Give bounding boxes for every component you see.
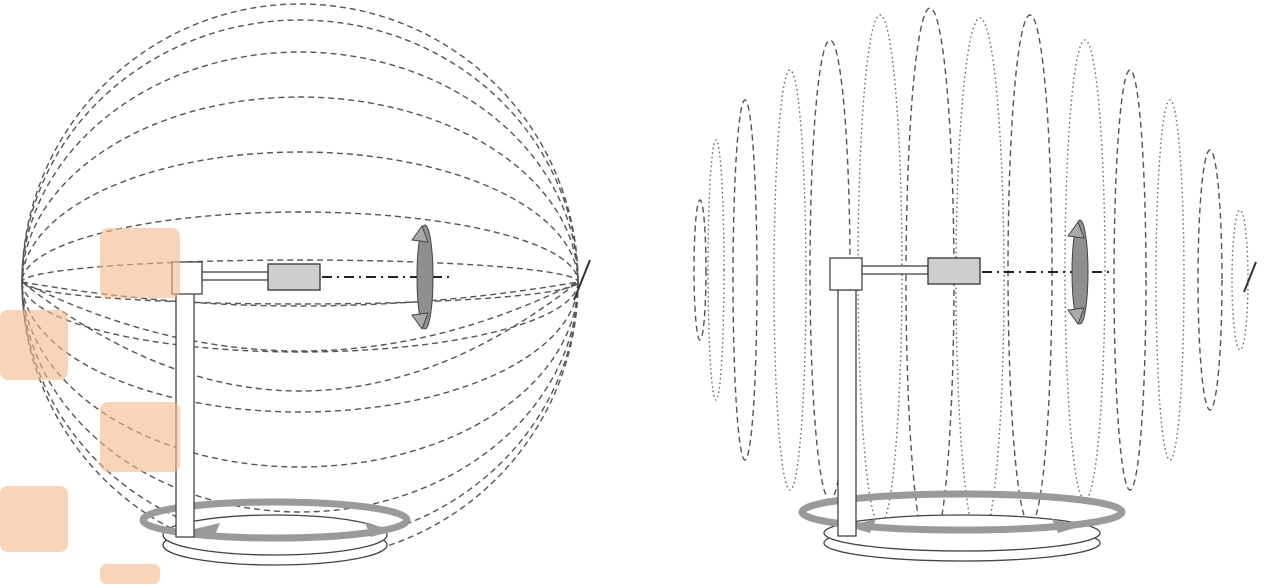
seal-watermark-5 [100,564,160,584]
polarization-rotator-right [1067,219,1089,326]
seal-watermark-2 [0,310,68,380]
mast-head-right [829,257,863,291]
boom-arm-right [861,265,929,275]
device-under-test-right [927,257,981,285]
sphere-wireframe [21,3,579,561]
turntable-right [798,490,1126,562]
probe-antenna-right [1243,261,1257,293]
turntable [139,498,411,566]
left-panel [0,3,591,584]
seal-watermark-3 [100,402,180,472]
mast-right [837,289,857,537]
right-panel [693,7,1257,562]
turntable-arrow-left [190,523,220,537]
seal-watermark-4 [0,486,68,552]
turntable-arrow-right [365,523,395,537]
probe-antenna [573,259,591,301]
polarization-rotator [411,224,434,331]
seal-watermark-1 [100,228,180,298]
boom-arm [201,271,269,281]
device-under-test [267,263,321,291]
